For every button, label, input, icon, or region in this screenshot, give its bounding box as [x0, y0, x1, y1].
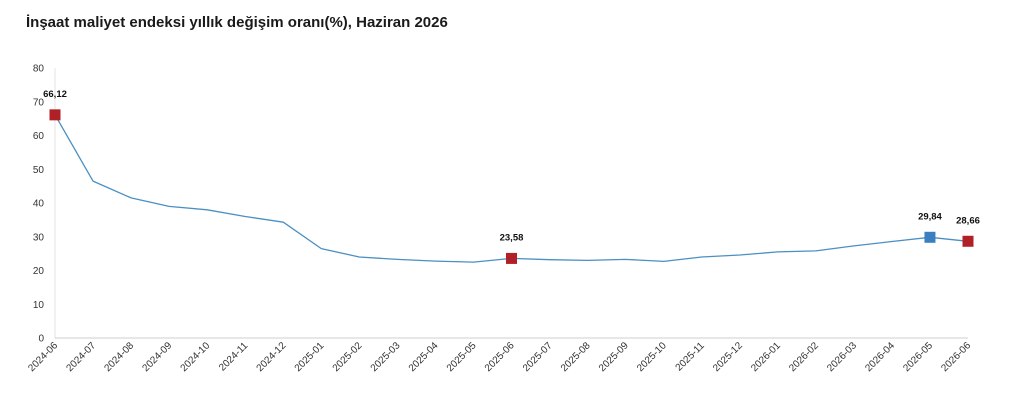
data-label: 66,12 [43, 89, 67, 100]
x-tick-label: 2025-05 [445, 340, 479, 374]
y-tick-label: 10 [33, 300, 45, 311]
y-tick-label: 0 [38, 334, 44, 345]
y-tick-label: 50 [33, 165, 45, 176]
x-tick-label: 2025-06 [483, 340, 517, 374]
chart-title: İnşaat maliyet endeksi yıllık değişim or… [26, 14, 448, 31]
x-tick-label: 2024-10 [179, 340, 213, 374]
y-tick-label: 40 [33, 199, 45, 210]
y-tick-label: 20 [33, 266, 45, 277]
x-tick-label: 2026-03 [825, 340, 859, 374]
x-tick-label: 2025-10 [635, 340, 669, 374]
data-label: 23,58 [500, 232, 524, 243]
data-label: 29,84 [918, 211, 942, 222]
highlight-marker [49, 109, 61, 121]
y-tick-label: 30 [33, 232, 45, 243]
data-label: 28,66 [956, 215, 980, 226]
x-tick-label: 2025-12 [711, 340, 745, 374]
x-tick-label: 2026-05 [901, 340, 935, 374]
x-tick-label: 2026-04 [863, 340, 897, 374]
x-tick-label: 2024-08 [102, 340, 136, 374]
x-tick-label: 2025-02 [331, 340, 365, 374]
x-tick-label: 2025-04 [407, 340, 441, 374]
y-tick-labels: 0 10 20 30 40 50 60 70 80 [33, 64, 45, 345]
highlight-markers [49, 109, 974, 264]
x-tick-label: 2024-09 [141, 340, 175, 374]
x-tick-label: 2025-01 [293, 340, 327, 374]
highlight-marker [924, 231, 936, 243]
x-tick-labels: 2024-06 2024-07 2024-08 2024-09 2024-10 2024-… [26, 340, 973, 374]
data-labels: 66,12 23,58 29,84 28,66 [43, 89, 980, 244]
x-tick-label: 2024-07 [64, 340, 98, 374]
x-tick-label: 2025-09 [597, 340, 631, 374]
y-tick-label: 70 [33, 97, 45, 108]
x-tick-label: 2026-06 [939, 340, 973, 374]
x-tick-label: 2024-06 [26, 340, 60, 374]
x-tick-label: 2026-01 [749, 340, 783, 374]
highlight-marker [962, 235, 974, 247]
x-tick-label: 2025-07 [521, 340, 555, 374]
x-tick-label: 2024-11 [217, 340, 251, 374]
y-tick-label: 80 [33, 64, 45, 75]
x-tick-label: 2024-12 [255, 340, 289, 374]
highlight-marker [506, 252, 517, 264]
x-tick-label: 2025-08 [559, 340, 593, 374]
x-tick-label: 2025-11 [674, 340, 708, 374]
y-tick-label: 60 [33, 131, 45, 142]
x-tick-label: 2026-02 [787, 340, 821, 374]
x-tick-label: 2025-03 [369, 340, 403, 374]
